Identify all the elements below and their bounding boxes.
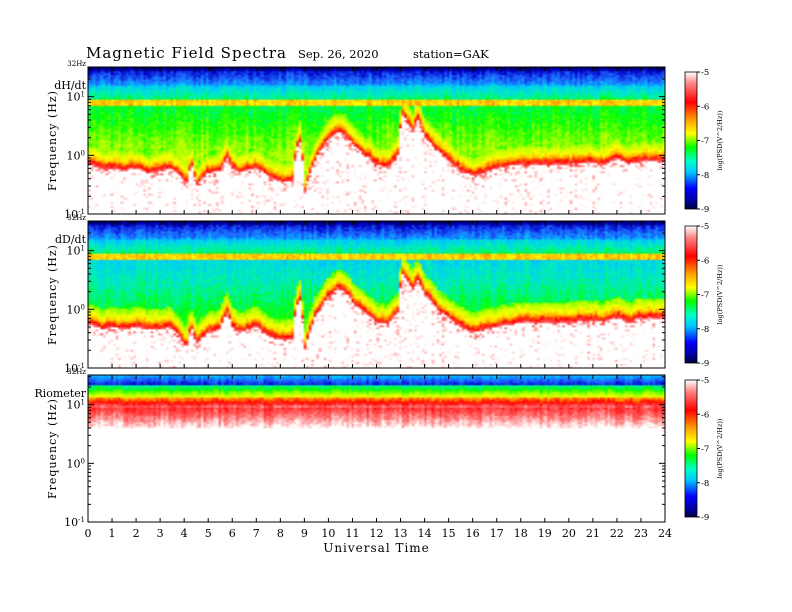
x-tick-label: 6 [229,527,236,540]
colorbar-tick-label: -5 [701,68,709,78]
colorbar-tick-label: -6 [701,410,709,420]
x-tick-label: 0 [85,527,92,540]
x-tick-label: 13 [394,527,408,540]
x-tick-label: 2 [133,527,140,540]
spectrogram-image-3 [88,375,665,522]
x-tick-label: 4 [181,527,188,540]
x-tick-label: 23 [634,527,648,540]
colorbar-label: log(PSD(V^2/Hz)) [716,264,724,324]
date-label: Sep. 26, 2020 [298,47,379,61]
x-tick-label: 20 [562,527,576,540]
y-tick-label: 101 [67,91,85,104]
x-tick-label: 3 [157,527,164,540]
x-tick-label: 18 [514,527,528,540]
station-label: station=GAK [413,47,489,61]
colorbar-gradient [684,225,698,364]
y-tick-label: 101 [67,245,85,258]
x-tick-label: 19 [538,527,552,540]
colorbar-tick-label: -5 [701,222,709,232]
colorbar-tick-label: -6 [701,102,709,112]
y-tick-label: 100 [67,457,85,470]
x-tick-label: 11 [345,527,359,540]
colorbar-tick-label: -8 [701,479,709,489]
x-tick-label: 16 [466,527,480,540]
x-tick-label: 9 [301,527,308,540]
y-axis-label: Frequency (Hz) [46,398,59,499]
y-tick-label: 100 [67,303,85,316]
top-frequency-label: 32Hz [67,60,86,68]
y-tick-label: 10-1 [64,208,85,221]
x-tick-label: 7 [253,527,260,540]
colorbar-tick-label: -9 [701,359,709,369]
colorbar-tick-label: -7 [701,291,709,301]
x-tick-label: 8 [277,527,284,540]
x-tick-label: 21 [586,527,600,540]
top-frequency-label: 32Hz [67,214,86,222]
colorbar-tick-label: -9 [701,205,709,215]
colorbar-tick-label: -6 [701,256,709,266]
x-tick-label: 15 [442,527,456,540]
y-tick-label: 101 [67,399,85,412]
x-tick-label: 1 [109,527,116,540]
figure-title: Magnetic Field Spectra [86,44,287,62]
x-tick-label: 5 [205,527,212,540]
x-tick-label: 14 [418,527,432,540]
x-axis-label: Universal Time [323,541,430,555]
y-tick-label: 100 [67,149,85,162]
y-axis-label: Frequency (Hz) [46,244,59,345]
colorbar-tick-label: -7 [701,137,709,147]
top-frequency-label: 32Hz [67,368,86,376]
colorbar-tick-label: -7 [701,445,709,455]
panel-label: Riometer [34,387,86,400]
y-tick-label: 10-1 [64,516,85,529]
colorbar-tick-label: -8 [701,171,709,181]
x-tick-label: 22 [610,527,624,540]
colorbar-gradient [684,379,698,518]
colorbar: -5 -6 -7 -8 -9 log(PSD(V^2/Hz)) [684,376,724,523]
x-tick-label: 10 [321,527,335,540]
y-axis-label: Frequency (Hz) [46,90,59,191]
colorbar-tick-label: -8 [701,325,709,335]
colorbar: -5 -6 -7 -8 -9 log(PSD(V^2/Hz)) [684,222,724,369]
y-tick-label: 10-1 [64,362,85,375]
colorbar: -5 -6 -7 -8 -9 log(PSD(V^2/Hz)) [684,68,724,215]
panel-label: dD/dt [55,233,87,246]
x-tick-label: 12 [370,527,384,540]
colorbar-tick-label: -9 [701,513,709,523]
x-tick-label: 17 [490,527,504,540]
spectrogram-image-2 [88,221,665,368]
colorbar-gradient [684,71,698,210]
x-tick-label: 24 [658,527,672,540]
colorbar-label: log(PSD(V^2/Hz)) [716,110,724,170]
colorbar-label: log(PSD(V^2/Hz)) [716,418,724,478]
colorbar-tick-label: -5 [701,376,709,386]
spectrogram-image-1 [88,67,665,214]
panel-label: dH/dt [54,79,86,92]
